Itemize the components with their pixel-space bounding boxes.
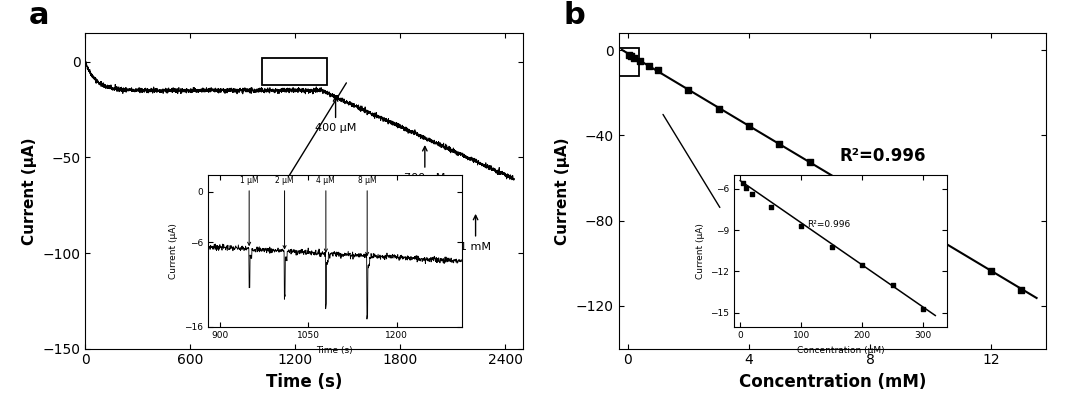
Point [622,53,639,59]
X-axis label: Concentration (mM): Concentration (mM) [738,373,926,391]
Point [640,63,657,70]
Point [831,177,848,183]
Point [801,159,818,166]
X-axis label: Time (s): Time (s) [266,373,343,391]
Point [621,51,638,58]
Y-axis label: Current (μA): Current (μA) [556,137,571,245]
Point [625,54,642,61]
Point [922,231,939,238]
Text: 400 μM: 400 μM [315,97,356,133]
Text: R²=0.996: R²=0.996 [840,147,926,165]
Point [711,105,728,112]
Y-axis label: Current (μA): Current (μA) [22,137,37,245]
Point [861,195,878,202]
Point [1013,287,1030,293]
Point [680,86,697,93]
Text: a: a [29,1,49,30]
Point [650,67,667,74]
Point [632,58,649,64]
Point [740,122,758,129]
Point [983,268,1000,274]
FancyBboxPatch shape [262,58,327,85]
Text: b: b [563,1,585,30]
Text: 700 μM: 700 μM [404,146,446,183]
Point [770,141,787,147]
Text: 1 mM: 1 mM [460,215,491,251]
